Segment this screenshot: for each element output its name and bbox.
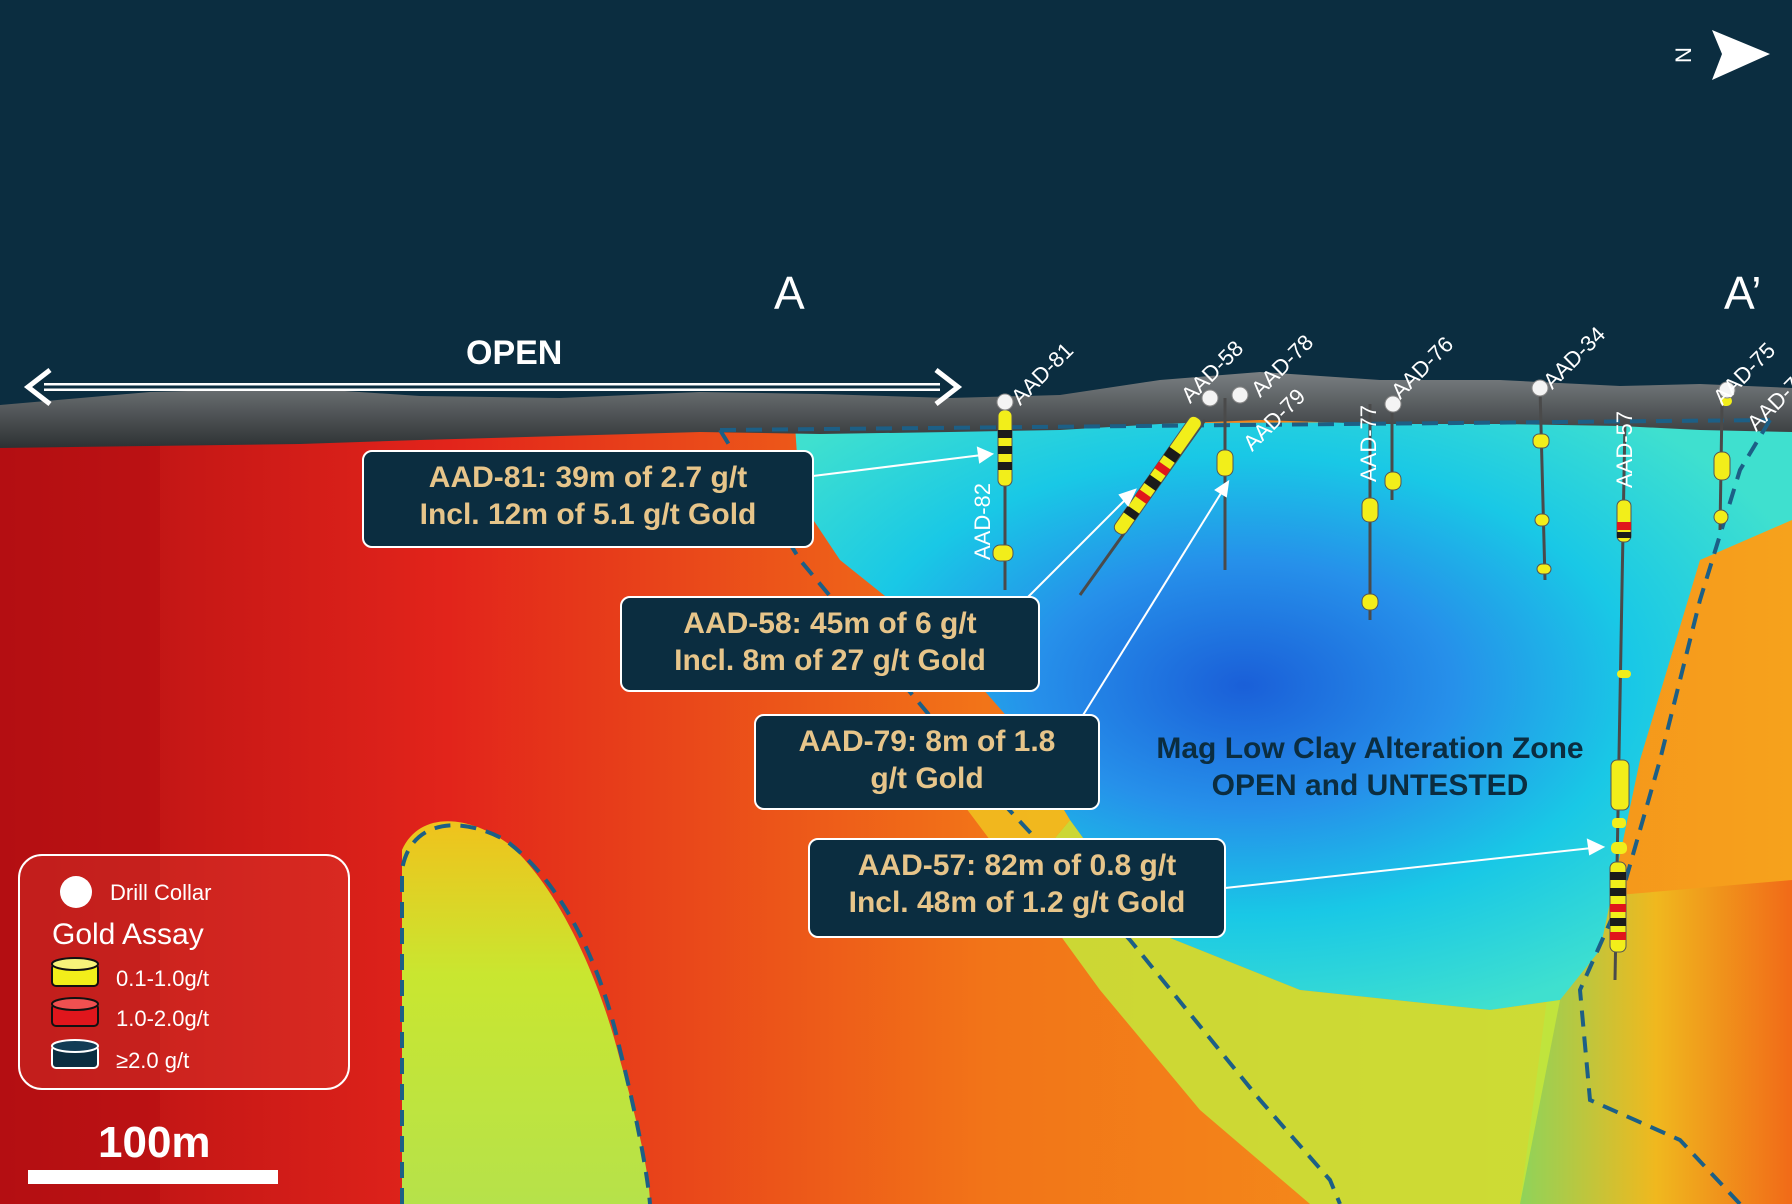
untested-zone-outline xyxy=(718,428,1342,1204)
hole-label-aad-77: AAD-77 xyxy=(1356,404,1381,482)
left-anomaly-region xyxy=(402,821,650,1204)
alteration-zone-label-line1: Mag Low Clay Alteration Zone xyxy=(1156,732,1584,765)
callout-aad-79-line1: AAD-79: 8m of 1.8 xyxy=(798,725,1056,758)
callout-aad-58: AAD-58: 45m of 6 g/t Incl. 8m of 27 g/t … xyxy=(620,596,1040,692)
legend: Drill Collar Gold Assay 0.1-1.0g/t 1.0-2… xyxy=(18,854,350,1090)
mag-transition-fringe xyxy=(1020,820,1560,1204)
callout-aad-58-line2: Incl. 8m of 27 g/t Gold xyxy=(674,644,986,677)
callout-aad-57-line2: Incl. 48m of 1.2 g/t Gold xyxy=(848,886,1186,919)
callout-aad-81: AAD-81: 39m of 2.7 g/t Incl. 12m of 5.1 … xyxy=(362,450,814,548)
callout-aad-57-line1: AAD-57: 82m of 0.8 g/t xyxy=(857,849,1177,882)
scale-bar-label: 100m xyxy=(98,1118,211,1167)
callout-aad-81-line2: Incl. 12m of 5.1 g/t Gold xyxy=(419,498,757,531)
drill-collars xyxy=(996,379,1736,413)
callout-aad-79-line2: g/t Gold xyxy=(870,762,984,795)
section-label-start: A xyxy=(774,267,805,319)
open-extent-arrow xyxy=(23,368,963,406)
left-anomaly-outline xyxy=(400,823,652,1204)
assay-swatch-high-icon xyxy=(51,1039,99,1069)
legend-item-mid: 1.0-2.0g/t xyxy=(116,1006,209,1031)
alteration-zone-label-line2: OPEN and UNTESTED xyxy=(1211,769,1529,802)
callout-aad-81-line1: AAD-81: 39m of 2.7 g/t xyxy=(428,461,748,494)
legend-item-low: 0.1-1.0g/t xyxy=(116,966,209,991)
scale-bar: 100m xyxy=(28,1118,278,1184)
scale-bar-line xyxy=(28,1170,278,1184)
callout-leaders xyxy=(812,446,1606,889)
terrain-surface xyxy=(0,372,1792,448)
hole-label-aad-57: AAD-57 xyxy=(1612,410,1637,488)
legend-collar-label: Drill Collar xyxy=(110,880,212,905)
section-label-end: A’ xyxy=(1724,267,1762,319)
callout-aad-79: AAD-79: 8m of 1.8 g/t Gold xyxy=(754,714,1100,810)
open-label: OPEN xyxy=(466,334,563,372)
top-zone-outline xyxy=(719,418,1771,432)
north-label: N xyxy=(1670,47,1696,63)
assay-swatch-low-icon xyxy=(51,957,99,987)
legend-swatches xyxy=(51,876,99,1069)
callout-aad-58-line1: AAD-58: 45m of 6 g/t xyxy=(683,607,977,640)
assay-intervals xyxy=(992,396,1732,953)
alteration-zone-label: Mag Low Clay Alteration Zone OPEN and UN… xyxy=(1130,730,1610,804)
assay-swatch-mid-icon xyxy=(51,997,99,1027)
drill-collar-swatch-icon xyxy=(60,876,92,908)
hole-label-aad-82: AAD-82 xyxy=(970,482,995,560)
legend-assay-title: Gold Assay xyxy=(52,918,204,951)
callout-aad-57: AAD-57: 82m of 0.8 g/t Incl. 48m of 1.2 … xyxy=(808,838,1226,938)
north-arrow-icon xyxy=(1712,30,1770,80)
legend-item-high: ≥2.0 g/t xyxy=(116,1048,190,1073)
